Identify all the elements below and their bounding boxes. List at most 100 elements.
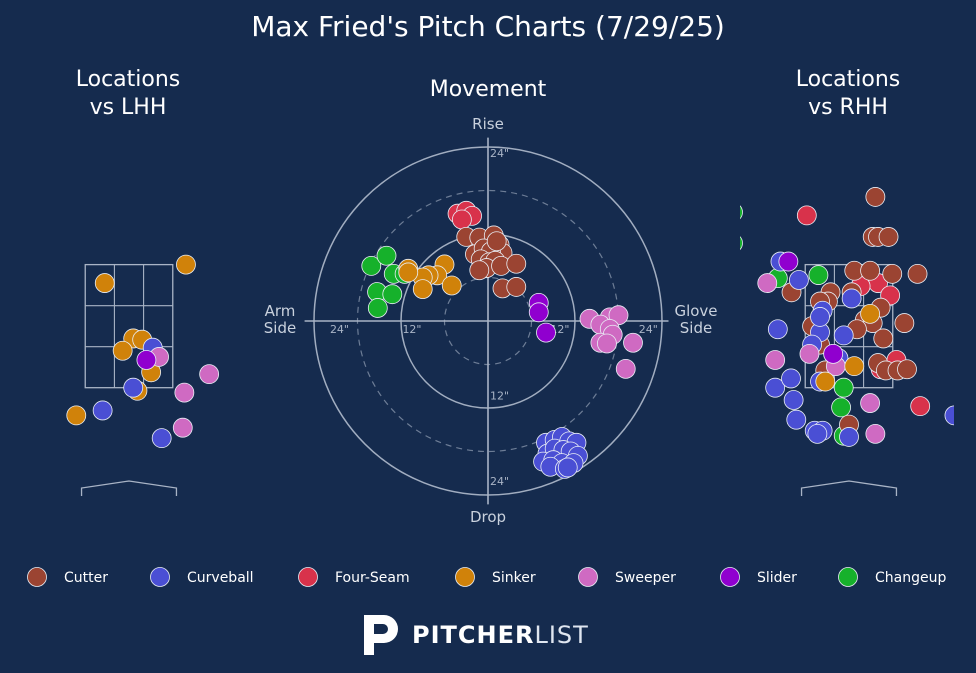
movement-chart-title: Movement: [429, 77, 547, 102]
pitch-point: [839, 427, 859, 447]
label-glove-side: Glove Side: [674, 302, 717, 337]
movement-point: [536, 322, 556, 343]
pitch-point: [860, 260, 880, 281]
pitch-point: [786, 409, 807, 430]
legend-label: Slider: [757, 570, 797, 586]
pitch-point: [833, 325, 854, 346]
pitch-point: [136, 350, 157, 370]
ring-tick-label: 12": [402, 323, 421, 336]
pitch-points: [740, 187, 954, 447]
label-arm-side: Arm Side: [264, 302, 296, 337]
movement-point: [506, 253, 527, 274]
pitch-point: [833, 377, 854, 398]
movement-point: [486, 231, 507, 252]
pitch-point: [882, 263, 903, 284]
movement-point: [528, 302, 549, 323]
pitch-point: [897, 359, 917, 380]
pitch-point: [789, 270, 809, 290]
movement-point: [557, 457, 578, 478]
rhh-chart-title: Locations vs RHH: [795, 67, 901, 120]
brand-name-bold: PITCHER: [412, 621, 535, 649]
movement-points: [361, 200, 643, 479]
movement-point: [506, 277, 527, 297]
pitch-point: [767, 319, 788, 340]
home-plate: [80, 480, 178, 496]
legend-item: Cutter: [27, 567, 108, 587]
ring-tick-label: 24": [639, 323, 658, 336]
pitch-point: [878, 227, 899, 247]
pitch-point: [174, 382, 195, 403]
legend-label: Curveball: [187, 570, 254, 586]
pitch-point: [907, 263, 928, 284]
movement-point: [469, 260, 490, 281]
legend-label: Sweeper: [615, 570, 676, 586]
pitch-point: [66, 405, 87, 426]
pitch-point: [815, 371, 836, 392]
pitch-point: [944, 405, 954, 426]
movement-point: [398, 262, 419, 283]
pitch-point: [873, 328, 894, 349]
pitch-point: [808, 265, 829, 285]
legend-label: Four-Seam: [335, 570, 410, 586]
pitch-point: [151, 428, 172, 449]
page-title: Max Fried's Pitch Charts (7/29/25): [251, 10, 725, 43]
legend-label: Changeup: [875, 570, 946, 586]
legend-marker: [27, 567, 47, 587]
ring-tick-label: 24": [490, 147, 509, 160]
pitch-point: [176, 254, 196, 275]
movement-point: [615, 358, 636, 379]
lhh-chart-title: Locations vs LHH: [75, 67, 181, 120]
pitch-point: [112, 340, 133, 361]
lhh-location-chart: [66, 254, 220, 496]
legend-item: Curveball: [150, 567, 254, 587]
legend-marker: [578, 567, 598, 587]
pitch-points: [66, 254, 220, 449]
pitch-point: [831, 397, 851, 418]
pitch-point: [860, 393, 880, 413]
movement-point: [451, 209, 472, 230]
pitch-point: [778, 251, 799, 272]
label-rise: Rise: [472, 115, 504, 133]
pitch-point: [199, 364, 220, 385]
pitch-point: [92, 400, 113, 421]
pitch-point: [740, 205, 743, 220]
ring-tick-label: 24": [490, 475, 509, 488]
legend-marker: [150, 567, 170, 587]
pitch-point: [841, 288, 862, 309]
pitch-legend: Cutter Curveball Four-Seam Sinker Sweeper Sli…: [27, 567, 946, 587]
pitch-point: [807, 423, 828, 444]
pitch-point: [740, 236, 743, 251]
legend-item: Changeup: [838, 567, 946, 587]
label-drop: Drop: [470, 508, 506, 526]
pitch-point: [796, 205, 817, 226]
pitch-point: [860, 303, 880, 324]
ring-tick-label: 12": [490, 389, 509, 402]
movement-point: [623, 332, 643, 353]
pitch-point: [123, 377, 144, 398]
legend-marker: [455, 567, 475, 587]
movement-point: [412, 279, 433, 300]
pitch-point: [765, 377, 786, 398]
movement-point: [367, 298, 388, 318]
legend-label: Cutter: [64, 570, 108, 586]
pitcherlist-p-icon: [364, 615, 398, 655]
pitch-point: [865, 423, 886, 444]
legend-item: Slider: [720, 567, 797, 587]
movement-point: [361, 255, 382, 276]
pitch-point: [765, 350, 786, 370]
legend-marker: [298, 567, 318, 587]
movement-point: [597, 333, 617, 354]
pitcherlist-logo: PITCHERLIST: [360, 612, 589, 658]
movement-point: [376, 245, 397, 266]
legend-marker: [720, 567, 740, 587]
pitch-point: [94, 273, 115, 293]
pitch-point: [894, 313, 915, 333]
pitch-point: [823, 343, 844, 364]
brand-name-light: LIST: [534, 621, 589, 649]
pitch-point: [810, 307, 830, 327]
pitch-point: [781, 368, 801, 389]
pitch-point: [799, 343, 820, 364]
pitch-point: [783, 390, 804, 410]
